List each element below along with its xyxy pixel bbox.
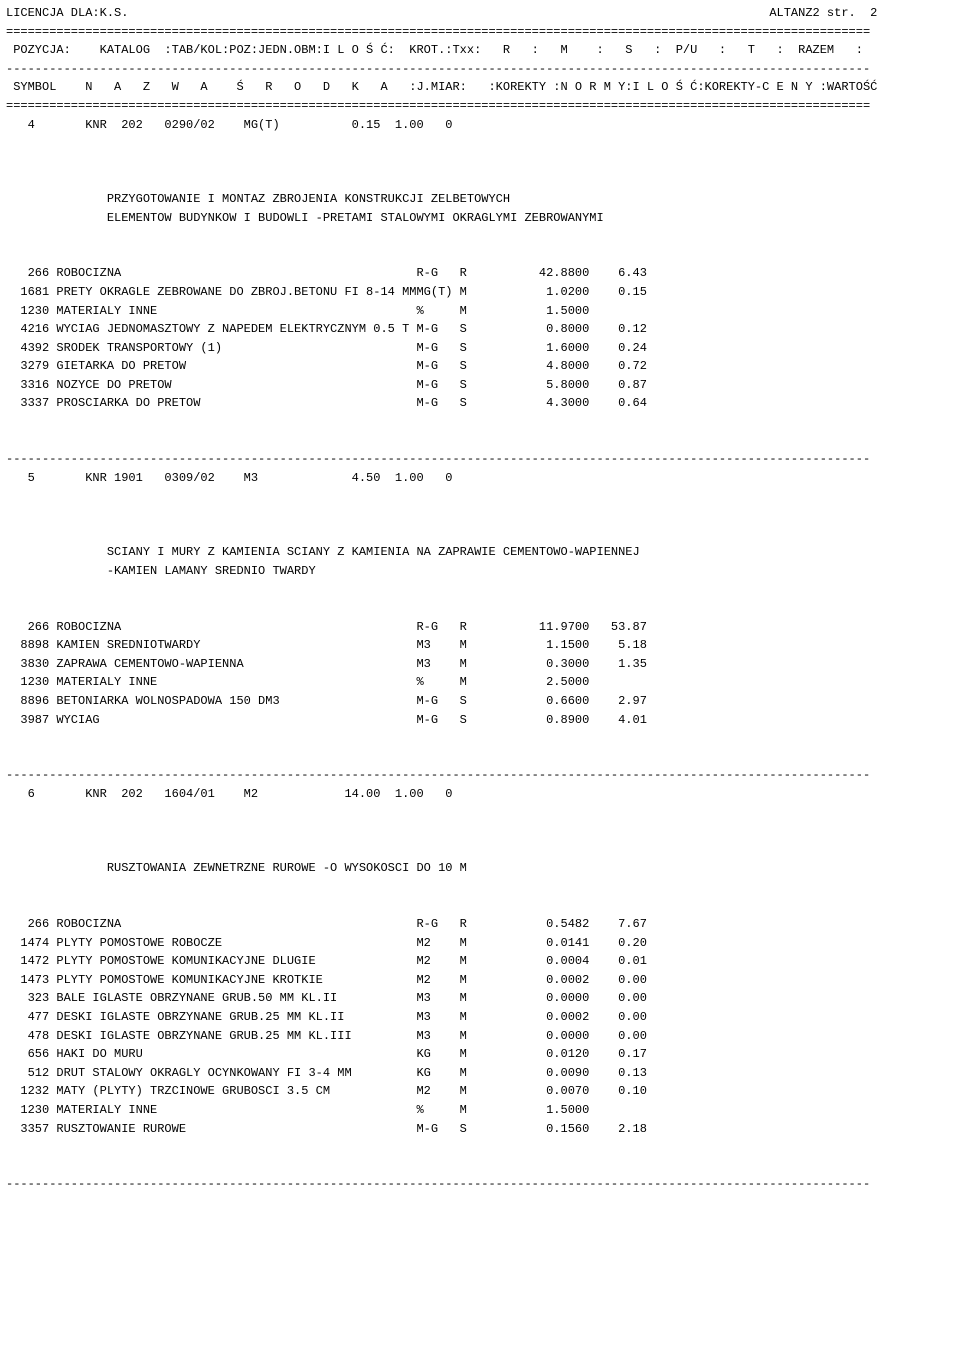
report-page: LICENCJA DLA:K.S. ALTANZ2 str. 2 =======…	[0, 0, 960, 1198]
